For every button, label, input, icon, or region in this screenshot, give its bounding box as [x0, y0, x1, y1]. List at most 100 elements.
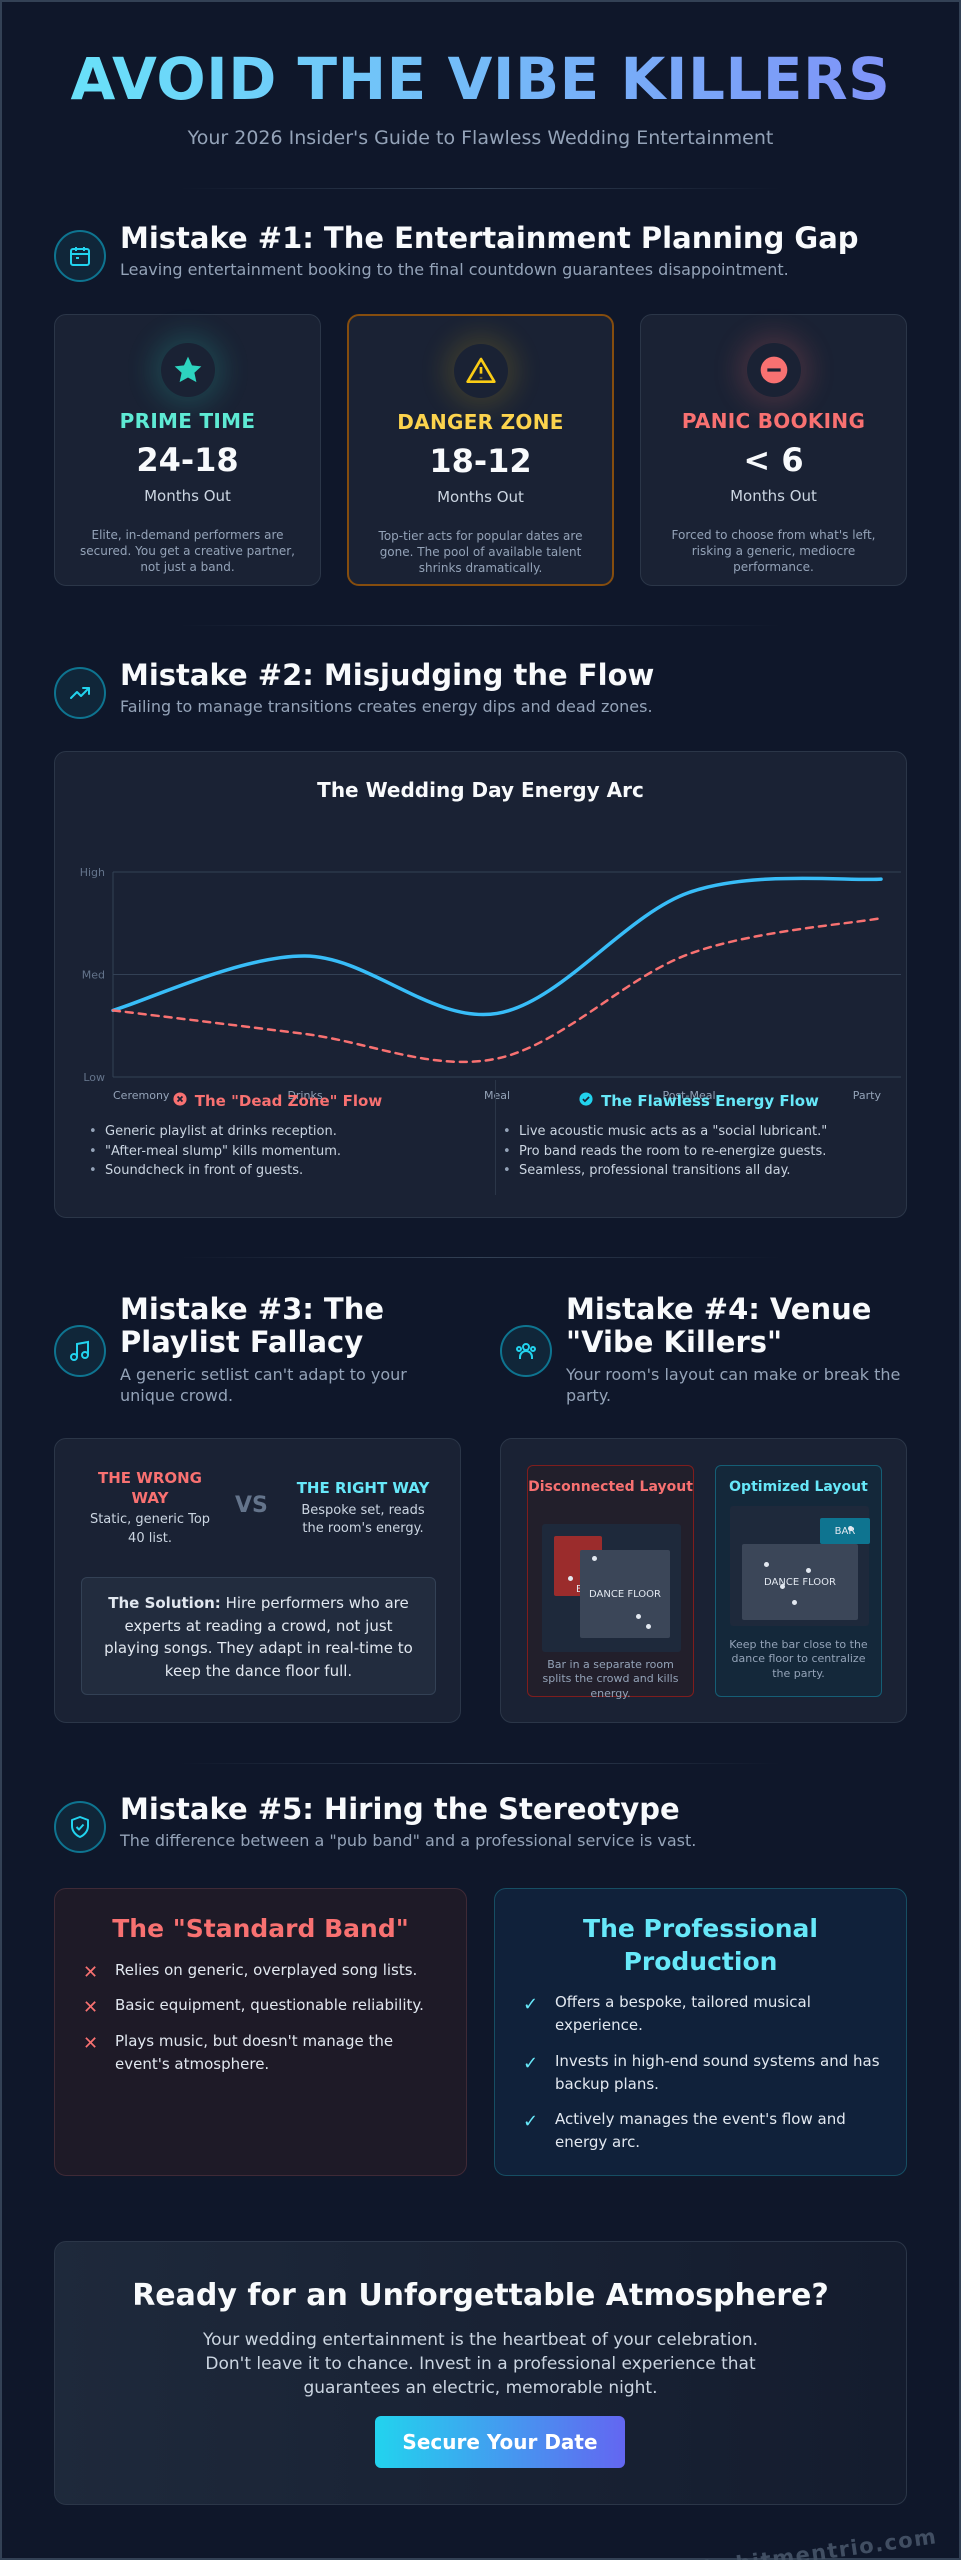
dance-floor-label: DANCE FLOOR: [589, 1588, 661, 1600]
list-item: ✓ Actively manages the event's flow and e…: [521, 2108, 891, 2155]
y-tick-label: Low: [83, 1071, 105, 1084]
no-entry-icon: [747, 343, 801, 397]
mistake2-title: Mistake #2: Misjudging the Flow: [120, 658, 655, 692]
disconnected-layout-caption: Bar in a separate room splits the crowd …: [542, 1658, 679, 1700]
standard-band-title: The "Standard Band": [112, 1914, 409, 1943]
room-plan: BAR DANCE FLOOR: [730, 1506, 870, 1626]
mistake3-subtitle: A generic setlist can't adapt to your un…: [120, 1364, 407, 1406]
venue-card: Disconnected Layout B DANCE FLOOR Bar in…: [500, 1438, 907, 1723]
month-unit: Months Out: [437, 488, 524, 506]
guest-dot: [636, 1614, 641, 1619]
mistake3-title: Mistake #3: The Playlist Fallacy: [120, 1292, 385, 1360]
phase-label: PANIC BOOKING: [681, 409, 866, 433]
standard-band-card: The "Standard Band" ✕ Relies on generic, …: [54, 1888, 467, 2176]
item-text: Offers a bespoke, tailored musical exper…: [555, 1993, 811, 2035]
optimized-layout-caption: Keep the bar close to the dance floor to…: [729, 1638, 868, 1680]
solution-box: The Solution: Hire performers who are ex…: [81, 1577, 436, 1695]
divider: [180, 1763, 780, 1764]
watermark: thehitmentrio.com: [691, 2524, 939, 2560]
guest-dot: [646, 1624, 651, 1629]
flawless-column: The Flawless Energy Flow Live acoustic m…: [499, 1092, 899, 1181]
mistake5-subtitle: The difference between a "pub band" and …: [120, 1831, 697, 1851]
mistake4-header: Mistake #4: Venue "Vibe Killers" Your ro…: [500, 1292, 910, 1407]
mistake4-subtitle: Your room's layout can make or break the…: [566, 1364, 901, 1406]
disconnected-layout-title: Disconnected Layout: [528, 1479, 693, 1495]
x-icon: ✕: [83, 2032, 99, 2054]
list-item: Soundcheck in front of guests.: [85, 1161, 470, 1181]
guest-dot: [592, 1556, 597, 1561]
mistake2-header: Mistake #2: Misjudging the Flow Failing …: [54, 658, 655, 719]
cta-body: Your wedding entertainment is the heartb…: [202, 2330, 759, 2398]
x-tick-label: Ceremony: [113, 1089, 170, 1102]
bar-label: BAR: [834, 1525, 856, 1537]
right-way: THE RIGHT WAY Bespoke set, reads the roo…: [293, 1479, 433, 1539]
item-text: Basic equipment, questionable reliabilit…: [115, 1996, 424, 2015]
solution-text: Hire performers who are experts at readi…: [104, 1594, 413, 1680]
list-item: ✕ Plays music, but doesn't manage the eve…: [81, 2030, 451, 2077]
column-divider: [495, 1080, 496, 1195]
professional-production-card: The Professional Production ✓ Offers a be…: [494, 1888, 907, 2176]
y-tick-label: Med: [82, 969, 105, 982]
guest-dot: [806, 1568, 811, 1573]
professional-production-list: ✓ Offers a bespoke, tailored musical expe…: [521, 1991, 891, 2155]
list-item: Live acoustic music acts as a "social lu…: [499, 1122, 899, 1142]
item-text: Relies on generic, overplayed song lists…: [115, 1961, 418, 1979]
solution-label: The Solution:: [108, 1594, 221, 1612]
flawless-heading: The Flawless Energy Flow: [499, 1092, 899, 1110]
x-tick-label: Party: [853, 1089, 882, 1102]
timeline-card-danger: DANGER ZONE 18-12 Months Out Top-tier ac…: [347, 314, 614, 586]
playlist-card: THE WRONG WAY Static, generic Top 40 lis…: [54, 1438, 461, 1723]
secure-date-button[interactable]: Secure Your Date: [375, 2416, 625, 2468]
dead-zone-heading: The "Dead Zone" Flow: [85, 1092, 470, 1110]
month-range: < 6: [743, 441, 804, 479]
month-range: 18-12: [429, 442, 532, 480]
check-icon: ✓: [523, 2111, 539, 2132]
dead-zone-title: The "Dead Zone" Flow: [194, 1092, 383, 1110]
series-line-solid: [111, 876, 883, 1017]
month-range: 24-18: [136, 441, 239, 479]
divider: [180, 625, 780, 626]
check-icon: ✓: [523, 2052, 539, 2074]
series-line-dashed: [111, 916, 883, 1064]
item-text: Invests in high-end sound systems and ha…: [555, 2051, 880, 2093]
month-unit: Months Out: [144, 487, 231, 505]
list-item: ✕ Basic equipment, questionable reliabili…: [81, 1994, 451, 2018]
guest-dot: [568, 1576, 573, 1581]
trend-icon: [54, 667, 106, 719]
timeline-card-panic: PANIC BOOKING < 6 Months Out Forced to c…: [640, 314, 907, 586]
mistake1-header: Mistake #1: The Entertainment Planning G…: [54, 221, 859, 282]
optimized-layout-title: Optimized Layout: [729, 1479, 868, 1495]
dance-floor-label: DANCE FLOOR: [764, 1576, 836, 1588]
x-circle-icon: [173, 1092, 187, 1110]
hero-subtitle: Your 2026 Insider's Guide to Flawless We…: [187, 127, 774, 149]
list-item: ✓ Offers a bespoke, tailored musical expe…: [521, 1991, 891, 2038]
energy-chart-card: The Wedding Day Energy Arc Low Med High Cer…: [54, 751, 907, 1218]
x-tick-label: Drinks: [287, 1089, 322, 1102]
check-circle-icon: [579, 1092, 593, 1110]
room-plan: B DANCE FLOOR: [542, 1524, 681, 1652]
right-way-desc: Bespoke set, reads the room's energy.: [301, 1502, 425, 1537]
dead-zone-list: Generic playlist at drinks reception. "A…: [85, 1122, 470, 1181]
professional-production-title: The Professional Production: [583, 1914, 818, 1976]
y-tick-label: High: [80, 866, 105, 879]
list-item: "After-meal slump" kills momentum.: [85, 1142, 470, 1162]
cta-title: Ready for an Unforgettable Atmosphere?: [132, 2278, 829, 2313]
mistake1-title: Mistake #1: The Entertainment Planning G…: [120, 221, 859, 255]
timeline-card-prime: PRIME TIME 24-18 Months Out Elite, in-de…: [54, 314, 321, 586]
list-item: ✕ Relies on generic, overplayed song list…: [81, 1959, 451, 1983]
wrong-way-title: THE WRONG WAY: [98, 1469, 202, 1507]
list-item: ✓ Invests in high-end sound systems and h…: [521, 2050, 891, 2097]
mistake4-title: Mistake #4: Venue "Vibe Killers": [566, 1292, 872, 1360]
mistake2-subtitle: Failing to manage transitions creates en…: [120, 697, 653, 717]
x-tick-label: Meal: [484, 1089, 510, 1102]
phase-label: DANGER ZONE: [397, 410, 564, 434]
dance-floor: DANCE FLOOR: [580, 1550, 670, 1638]
right-way-title: THE RIGHT WAY: [296, 1479, 430, 1497]
check-icon: ✓: [523, 1994, 539, 2015]
chart-title: The Wedding Day Energy Arc: [317, 778, 644, 802]
list-item: Pro band reads the room to re-energize g…: [499, 1142, 899, 1162]
list-item: Generic playlist at drinks reception.: [85, 1122, 470, 1142]
guest-dot: [780, 1584, 785, 1589]
flawless-title: The Flawless Energy Flow: [601, 1092, 819, 1110]
calendar-icon: [54, 230, 106, 282]
